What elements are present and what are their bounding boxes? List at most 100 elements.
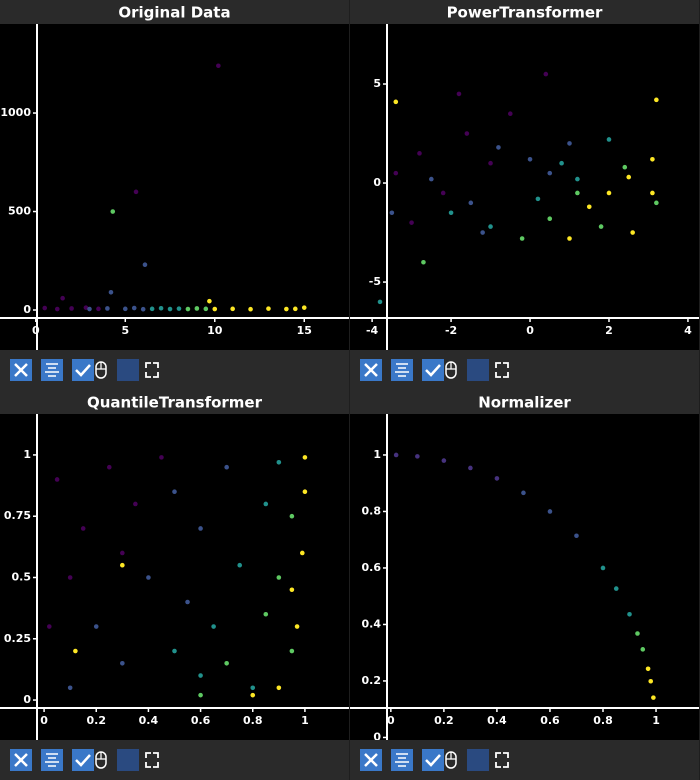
y-tick-label: 0.4: [362, 617, 382, 630]
point: [289, 587, 295, 593]
reset-view-button[interactable]: [10, 749, 32, 771]
checkbox[interactable]: [422, 749, 457, 771]
x-tick-label: 0.6: [191, 714, 211, 727]
point: [198, 692, 203, 698]
point: [496, 145, 501, 150]
point: [67, 575, 73, 580]
point: [149, 306, 155, 312]
point: [448, 210, 454, 216]
align-button[interactable]: [41, 359, 63, 381]
align-button[interactable]: [41, 749, 63, 771]
point: [648, 678, 654, 684]
icon: [14, 363, 28, 377]
point: [211, 624, 216, 629]
point: [46, 624, 52, 629]
color-button[interactable]: [467, 749, 489, 771]
fullscreen-button[interactable]: [145, 752, 159, 768]
chart-title: Original Data: [118, 4, 230, 22]
icon: [364, 753, 378, 767]
point: [627, 611, 632, 617]
point: [547, 509, 553, 514]
icon: [395, 363, 409, 377]
point: [120, 660, 125, 666]
fullscreen-button[interactable]: [495, 362, 509, 378]
toolbar: [0, 740, 349, 780]
icon: [395, 753, 409, 767]
y-tick-label: 0.8: [362, 504, 382, 517]
icon: [364, 363, 378, 377]
point: [289, 513, 295, 519]
check: [75, 754, 91, 767]
checkbox[interactable]: [72, 359, 107, 381]
point: [302, 455, 308, 460]
x-tick-label: 15: [297, 324, 312, 337]
point: [131, 305, 137, 311]
point: [622, 164, 628, 170]
point: [377, 299, 383, 305]
point: [441, 458, 447, 463]
chart-title: PowerTransformer: [447, 4, 603, 22]
align-button[interactable]: [391, 359, 413, 381]
y-tick-label: 0: [23, 693, 31, 706]
reset-view-button[interactable]: [360, 749, 382, 771]
align-button[interactable]: [391, 749, 413, 771]
checkbox[interactable]: [422, 359, 457, 381]
point: [133, 501, 138, 507]
point: [142, 262, 148, 268]
icon: [45, 753, 59, 767]
x-tick-label: 4: [684, 324, 692, 337]
y-tick-label: 1000: [0, 106, 31, 119]
y-tick-label: 1: [23, 448, 31, 461]
point: [263, 611, 269, 617]
point: [567, 141, 572, 146]
point: [300, 550, 305, 556]
point: [67, 685, 73, 691]
point: [83, 305, 89, 310]
button-bg: [41, 359, 63, 381]
point: [302, 489, 308, 495]
point: [645, 666, 651, 672]
fullscreen-button[interactable]: [495, 752, 509, 768]
point: [415, 454, 420, 459]
point: [224, 464, 229, 470]
point: [172, 489, 177, 495]
chart-title: QuantileTransformer: [87, 394, 263, 412]
reset-view-button[interactable]: [10, 359, 32, 381]
point: [535, 196, 541, 202]
y-tick-label: 500: [8, 205, 31, 218]
point: [626, 174, 632, 180]
reset-view-button[interactable]: [360, 359, 382, 381]
color-button[interactable]: [467, 359, 489, 381]
point: [507, 111, 513, 117]
x-tick-label: 0.6: [540, 714, 560, 727]
x-tick-label: 1: [652, 714, 660, 727]
checkbox-bg: [422, 749, 444, 771]
checkbox[interactable]: [72, 749, 107, 771]
mouse-line: [96, 752, 106, 760]
title-bar: [350, 390, 699, 414]
y-tick-label: 0: [373, 176, 381, 189]
point: [146, 575, 151, 580]
point: [120, 562, 125, 568]
y-tick-label: 0.6: [362, 561, 382, 574]
y-tick-label: 1: [373, 448, 381, 461]
x-tick-label: 0.4: [487, 714, 507, 727]
x-tick-label: 5: [121, 324, 129, 337]
fullscreen-button[interactable]: [145, 362, 159, 378]
point: [654, 200, 659, 206]
point: [575, 176, 580, 182]
chart-panel: Normalizer 0 0.2 0.4 0.6 0.8 1 0 0.2 0.4 0.6 0.8 1: [350, 390, 699, 743]
point: [543, 71, 549, 77]
point: [613, 586, 619, 591]
x-tick-label: 2: [605, 324, 613, 337]
mouse-line: [96, 362, 106, 370]
y-tick-label: 0.5: [12, 570, 32, 583]
point: [73, 648, 78, 654]
point: [133, 189, 139, 195]
x-tick-label: 0.2: [86, 714, 106, 727]
color-button[interactable]: [117, 749, 139, 771]
color-button[interactable]: [117, 359, 139, 381]
point: [301, 305, 307, 310]
point: [87, 306, 92, 312]
